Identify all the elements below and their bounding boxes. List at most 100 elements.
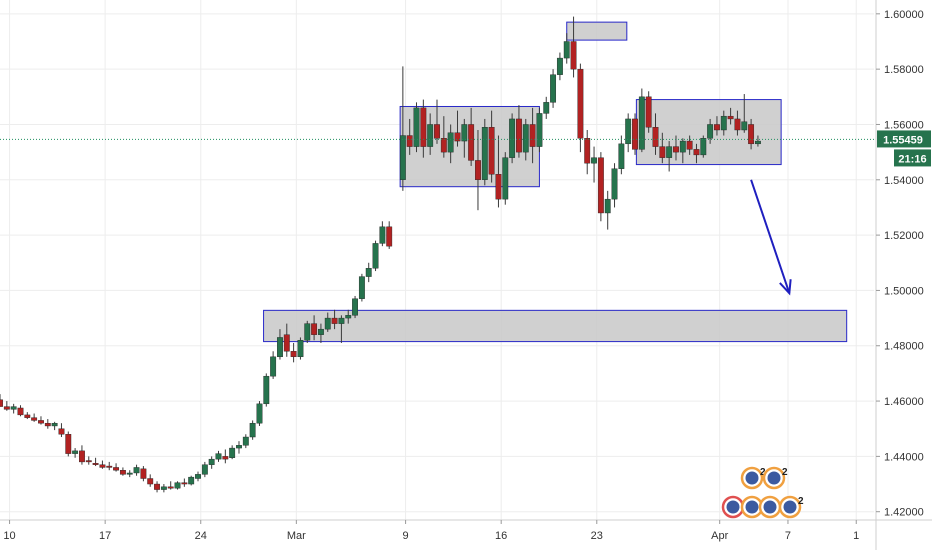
event-flag-icon-1[interactable]: 2 <box>762 466 788 490</box>
arrow-layer[interactable] <box>750 179 792 296</box>
candle-102 <box>700 135 707 158</box>
candle-10 <box>65 431 72 457</box>
candle-99 <box>679 138 686 164</box>
candle-body <box>461 124 468 142</box>
candle-34 <box>229 445 236 460</box>
x-tick-label: 10 <box>3 530 15 542</box>
candle-77 <box>529 107 536 164</box>
candle-60 <box>413 102 420 153</box>
candle-body <box>160 486 167 490</box>
event-flag-icon-0[interactable]: 2 <box>740 466 766 490</box>
candle-16 <box>106 461 113 471</box>
candle-47 <box>317 323 324 343</box>
y-tick-label: 1.54000 <box>884 175 924 187</box>
event-flag-icon-5[interactable]: 2 <box>778 495 804 519</box>
candle-body <box>379 226 386 244</box>
candle-31 <box>208 456 215 469</box>
candle-body <box>304 323 311 341</box>
price-tag-label: 1.55459 <box>883 134 923 146</box>
candle-89 <box>611 163 618 208</box>
candle-48 <box>324 312 331 332</box>
candle-body <box>106 465 113 468</box>
candle-body <box>324 317 331 330</box>
candle-4 <box>24 412 31 420</box>
candle-body <box>208 458 215 465</box>
candle-body <box>399 135 406 180</box>
candle-body <box>3 406 10 410</box>
candle-6 <box>38 416 44 425</box>
flag-icon <box>763 500 777 514</box>
candle-86 <box>591 146 597 183</box>
candle-54 <box>365 262 372 283</box>
candle-2 <box>10 403 17 414</box>
candle-97 <box>666 141 673 172</box>
candle-49 <box>331 309 338 330</box>
candle-body <box>720 115 727 131</box>
candle-body <box>714 124 720 131</box>
candle-body <box>372 243 379 269</box>
economic-events-cluster[interactable]: 2 2 2 <box>721 466 804 519</box>
candle-45 <box>304 320 311 343</box>
candle-body <box>386 226 393 247</box>
candle-body <box>420 107 427 147</box>
candle-43 <box>290 342 297 363</box>
candle-body <box>543 102 550 114</box>
event-flag-icon-3[interactable] <box>740 495 764 519</box>
candle-body <box>748 124 755 145</box>
candle-81 <box>556 52 563 81</box>
candle-23 <box>154 481 160 493</box>
time-axis[interactable]: 10 17 24 Mar 9 16 23 Apr 7 1 <box>0 519 932 542</box>
candle-body <box>99 464 106 468</box>
candle-32 <box>215 450 222 462</box>
candle-body <box>666 146 673 158</box>
candle-body <box>406 135 413 147</box>
event-flag-icon-4[interactable] <box>758 495 782 519</box>
event-flag-icon-2[interactable] <box>721 495 745 519</box>
candle-body <box>352 298 358 316</box>
candle-68 <box>468 107 475 166</box>
flag-icon <box>745 500 759 514</box>
candle-101 <box>693 143 700 164</box>
candle-body <box>577 68 584 139</box>
candle-body <box>10 406 17 410</box>
candle-96 <box>659 132 666 164</box>
support-zone-1.48[interactable] <box>263 309 848 343</box>
candle-70 <box>481 118 488 186</box>
candle-body <box>502 157 509 200</box>
candle-body <box>31 417 38 421</box>
zone-layer[interactable] <box>263 21 848 343</box>
candle-body <box>79 450 85 463</box>
candle-body <box>434 124 440 139</box>
x-tick-label: 16 <box>495 530 507 542</box>
candle-body <box>44 422 51 427</box>
candle-body <box>481 127 488 180</box>
forecast-arrow-head[interactable] <box>779 279 792 296</box>
candle-body <box>632 118 638 150</box>
candle-27 <box>181 478 188 487</box>
candle-41 <box>277 329 283 360</box>
flag-icon <box>783 500 797 514</box>
candle-body <box>495 174 502 200</box>
forecast-arrow-shaft[interactable] <box>750 179 791 294</box>
top-zone-1.59[interactable] <box>566 21 628 41</box>
candle-body <box>24 414 31 418</box>
y-tick-label: 1.52000 <box>884 230 924 242</box>
candle-7 <box>44 419 51 429</box>
candle-36 <box>242 434 249 449</box>
y-tick-label: 1.60000 <box>884 9 924 21</box>
candle-37 <box>249 420 256 440</box>
candle-9 <box>58 423 65 438</box>
candle-24 <box>160 484 167 493</box>
price-axis[interactable]: 1.60000 1.58000 1.56000 1.54000 1.52000 1.500… <box>875 0 924 550</box>
candle-93 <box>638 88 645 153</box>
x-tick-label: 9 <box>403 530 409 542</box>
x-tick-label: Mar <box>287 530 306 542</box>
candle-body <box>440 138 447 153</box>
candle-28 <box>188 475 195 486</box>
candle-body <box>338 317 345 324</box>
candle-body <box>591 157 597 164</box>
candle-body <box>673 146 679 153</box>
candle-1 <box>3 401 10 411</box>
